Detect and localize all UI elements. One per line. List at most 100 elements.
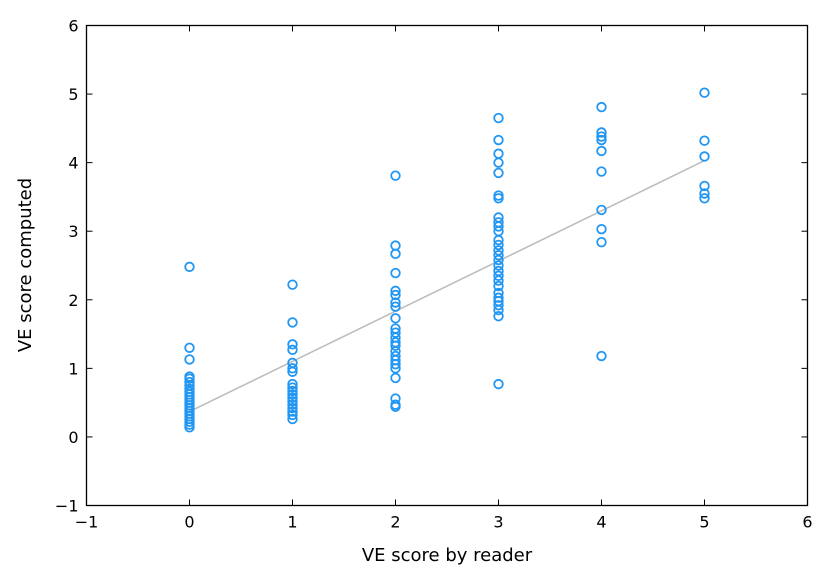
- data-point: [287, 402, 298, 414]
- data-point: [493, 280, 504, 292]
- plot-frame: [85, 24, 809, 507]
- data-point: [390, 248, 401, 260]
- y-axis-label: VE score computed: [15, 178, 36, 352]
- data-point: [390, 340, 401, 351]
- data-point: [493, 167, 504, 179]
- data-point: [287, 382, 298, 393]
- data-point: [699, 87, 710, 98]
- data-point: [596, 350, 607, 362]
- x-axis-label: VE score by reader: [362, 545, 533, 566]
- fit-line: [189, 159, 705, 413]
- data-point: [699, 193, 710, 204]
- data-point: [287, 339, 298, 350]
- data-point: [390, 267, 401, 279]
- data-point: [390, 372, 401, 384]
- x-tick-label: 5: [699, 513, 709, 532]
- y-tick-label: 1: [68, 359, 78, 378]
- data-point: [390, 401, 401, 412]
- data-point: [390, 297, 401, 308]
- data-point: [596, 131, 607, 142]
- data-point: [596, 145, 607, 157]
- data-point: [287, 396, 298, 407]
- data-point: [596, 127, 607, 138]
- y-tick-label: −1: [55, 497, 79, 516]
- data-point: [184, 342, 195, 353]
- data-point: [493, 254, 504, 266]
- data-point: [390, 359, 401, 370]
- data-point: [596, 101, 607, 113]
- data-point: [493, 292, 504, 303]
- data-point: [493, 134, 504, 146]
- data-point: [184, 354, 195, 365]
- data-point: [493, 311, 504, 322]
- data-point: [493, 300, 504, 311]
- data-point: [390, 289, 401, 301]
- data-point: [287, 344, 298, 356]
- data-point: [699, 180, 710, 192]
- data-point: [493, 245, 504, 256]
- y-tick-label: 3: [68, 222, 78, 241]
- data-point: [596, 166, 607, 177]
- x-tick-label: 3: [493, 513, 503, 532]
- data-point: [390, 313, 401, 324]
- y-tick-label: 2: [68, 291, 78, 310]
- x-tick-label: 2: [390, 513, 400, 532]
- data-point: [184, 376, 195, 388]
- data-point: [287, 378, 298, 390]
- data-point: [493, 157, 504, 168]
- data-point: [493, 260, 504, 271]
- data-point: [699, 151, 710, 162]
- x-tick-label: 0: [184, 513, 194, 532]
- data-point: [390, 170, 401, 181]
- data-point: [287, 389, 298, 400]
- data-point: [287, 409, 298, 421]
- data-point: [699, 135, 710, 146]
- data-point: [287, 413, 298, 425]
- x-tick-label: 4: [596, 513, 606, 532]
- x-tick-label: 1: [287, 513, 297, 532]
- data-point: [493, 221, 504, 232]
- data-point: [699, 188, 710, 199]
- data-point: [287, 363, 298, 374]
- data-point: [493, 304, 504, 316]
- data-point: [287, 399, 298, 410]
- data-point: [596, 134, 607, 146]
- data-point: [493, 270, 504, 281]
- y-tick-label: 0: [68, 428, 78, 447]
- x-tick-label: −1: [75, 513, 99, 532]
- data-point: [493, 234, 504, 246]
- data-point: [390, 363, 401, 374]
- fit-line-layer: [189, 159, 705, 413]
- data-point: [596, 223, 607, 235]
- data-point: [287, 279, 298, 290]
- y-tick-label: 4: [68, 154, 78, 173]
- y-tick-label: 5: [68, 85, 78, 104]
- data-point: [596, 204, 607, 216]
- data-point: [596, 236, 607, 248]
- data-point: [493, 148, 504, 159]
- data-point: [493, 275, 504, 286]
- data-point: [390, 301, 401, 312]
- data-point: [184, 373, 195, 384]
- data-point: [493, 265, 504, 277]
- data-point: [390, 327, 401, 338]
- data-point: [287, 406, 298, 417]
- data-point: [390, 240, 401, 251]
- x-tick-label: 6: [802, 513, 812, 532]
- data-point: [493, 378, 504, 390]
- y-tick-label: 6: [68, 17, 78, 36]
- data-point: [390, 285, 401, 297]
- data-point: [493, 239, 504, 251]
- data-point: [493, 193, 504, 204]
- ticks-layer: −1 0 1 2 3 4 5 6 −1 0 1 2 3 4 5 6: [55, 17, 813, 532]
- data-point: [287, 366, 298, 377]
- data-point: [287, 385, 298, 397]
- data-point: [287, 392, 298, 404]
- data-point: [493, 250, 504, 261]
- points-layer: [184, 87, 710, 433]
- data-point: [184, 422, 195, 433]
- data-point: [287, 317, 298, 328]
- data-point: [493, 112, 504, 124]
- data-point: [184, 261, 195, 273]
